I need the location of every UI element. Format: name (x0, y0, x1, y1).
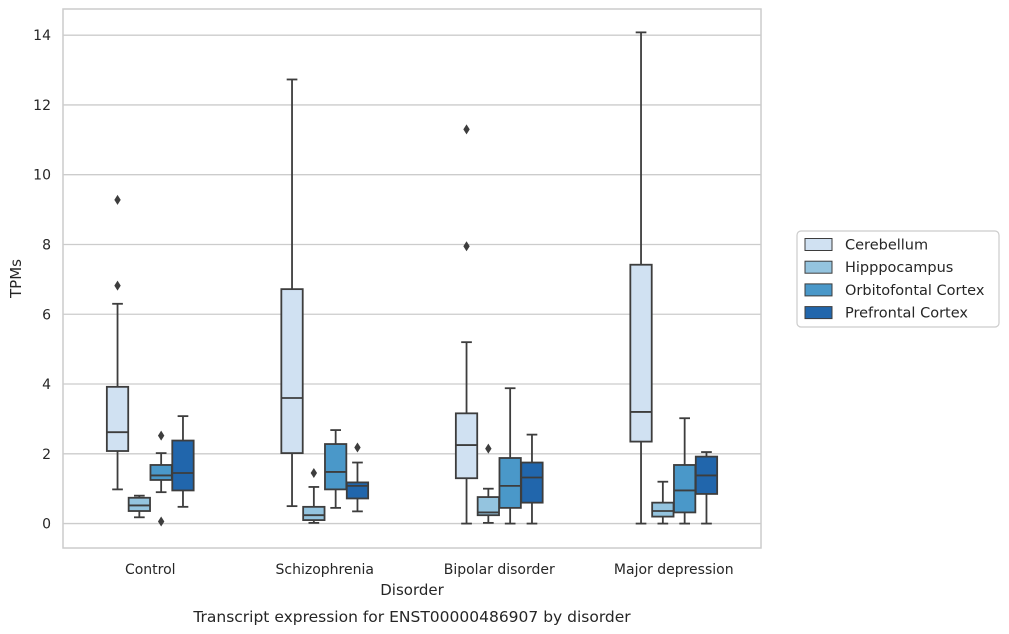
box-orbitofontal-cortex (324, 429, 348, 509)
legend: Cerebellum Hipppocampus Orbitofontal Corte… (796, 230, 1000, 328)
y-axis-label: TPMs (7, 259, 25, 299)
box-cerebellum (280, 78, 304, 508)
box-iqr (345, 481, 370, 500)
box-cerebellum (454, 124, 479, 525)
outlier-point (463, 124, 470, 135)
y-tick-label: 10 (33, 168, 51, 184)
box-hipppocampus (302, 467, 326, 524)
box-iqr (105, 385, 130, 452)
y-tick-label: 4 (42, 377, 51, 393)
y-tick-label: 8 (42, 237, 51, 253)
box-orbitofontal-cortex (498, 387, 522, 525)
legend-swatch (804, 306, 833, 320)
box-iqr (280, 288, 304, 455)
x-tick-labels: Control Schizophrenia Bipolar disorder Majo… (125, 562, 734, 578)
box-prefrontal-cortex (694, 451, 719, 525)
box-orbitofontal-cortex (673, 417, 697, 525)
box-cerebellum (105, 194, 130, 491)
outlier-point (157, 430, 165, 441)
box-orbitofontal-cortex (149, 430, 173, 527)
box-prefrontal-cortex (520, 433, 544, 525)
outlier-point (114, 194, 121, 205)
box-hipppocampus (476, 443, 500, 524)
gridlines (63, 34, 761, 525)
y-tick-label: 12 (33, 98, 51, 114)
x-tick-label: Major depression (614, 562, 734, 578)
legend-label: Cerebellum (845, 238, 928, 254)
box-iqr (127, 496, 151, 512)
legend-frame (796, 230, 1000, 328)
box-prefrontal-cortex (171, 415, 195, 508)
box-plot-area (105, 31, 719, 527)
legend-label: Hipppocampus (845, 260, 953, 276)
box-iqr (149, 464, 173, 481)
legend-label: Orbitofontal Cortex (845, 283, 985, 299)
box-iqr (651, 501, 675, 518)
outlier-point (463, 241, 470, 252)
outlier-point (114, 280, 121, 291)
y-tick-label: 6 (42, 307, 51, 323)
x-tick-label: Schizophrenia (276, 562, 374, 578)
box-cerebellum (629, 31, 653, 525)
figure-caption: Transcript expression for ENST0000048690… (192, 608, 631, 626)
x-tick-label: Bipolar disorder (444, 562, 555, 578)
box-iqr (171, 439, 195, 492)
box-hipppocampus (127, 494, 151, 519)
y-tick-labels: 0 2 4 6 8 10 12 14 (33, 28, 51, 532)
y-tick-label: 14 (33, 28, 51, 44)
plot-frame (62, 8, 762, 549)
box-iqr (629, 263, 653, 443)
box-iqr (302, 505, 326, 521)
x-axis-label: Disorder (380, 581, 444, 599)
legend-label: Prefrontal Cortex (845, 306, 968, 322)
x-tick-label: Control (125, 562, 176, 578)
outlier-point (157, 516, 165, 527)
y-tick-label: 2 (42, 447, 51, 463)
box-iqr (673, 464, 697, 514)
box-iqr (520, 461, 544, 504)
outlier-point (485, 443, 492, 454)
legend-swatch (804, 260, 833, 274)
outlier-point (310, 467, 318, 478)
box-iqr (324, 443, 348, 491)
box-hipppocampus (651, 480, 675, 525)
outlier-point (354, 442, 361, 453)
box-prefrontal-cortex (345, 442, 370, 513)
legend-swatch (804, 283, 833, 297)
box-iqr (498, 457, 522, 509)
y-tick-label: 0 (42, 517, 51, 533)
legend-swatch (804, 238, 833, 251)
